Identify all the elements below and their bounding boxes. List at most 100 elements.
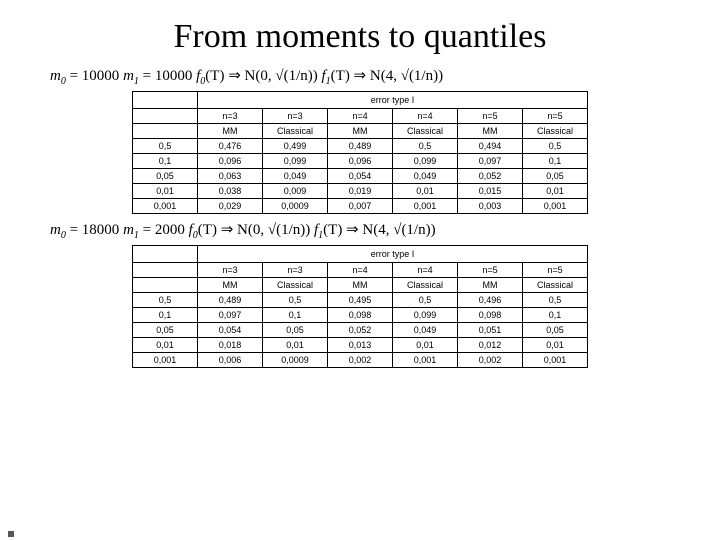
table-1-rh: 0,1 xyxy=(133,154,198,169)
table-cell: 0,029 xyxy=(198,199,263,214)
table-cell: 0,007 xyxy=(328,199,393,214)
table-cell: 0,1 xyxy=(523,308,588,323)
table-cell: 0,0009 xyxy=(263,353,328,368)
table-2-nh: n=5 xyxy=(458,263,523,278)
table-cell: 0,049 xyxy=(393,323,458,338)
table-cell: 0,001 xyxy=(523,353,588,368)
table-1: error type I n=3 n=3 n=4 n=4 n=5 n=5 MM … xyxy=(132,91,588,214)
table-1-mrow: MM Classical MM Classical MM Classical xyxy=(133,124,588,139)
table-2-nrow: n=3 n=3 n=4 n=4 n=5 n=5 xyxy=(133,263,588,278)
table-1-mh: Classical xyxy=(393,124,458,139)
table-cell: 0,063 xyxy=(198,169,263,184)
table-2-nh: n=4 xyxy=(328,263,393,278)
table-cell: 0,002 xyxy=(458,353,523,368)
eq2-f0arg: (T) ⇒ N(0, √(1/n)) xyxy=(198,222,314,238)
table-cell: 0,015 xyxy=(458,184,523,199)
table-1-rh: 0,01 xyxy=(133,184,198,199)
table-2-mh: MM xyxy=(458,278,523,293)
eq2-m0val: = 18000 xyxy=(66,222,123,238)
table-2-mh: MM xyxy=(328,278,393,293)
table-cell: 0,001 xyxy=(393,199,458,214)
eq2-f1arg: (T) ⇒ N(4, √(1/n)) xyxy=(323,222,435,238)
table-cell: 0,01 xyxy=(523,184,588,199)
table-row: 0,5 0,4890,50,4950,50,4960,5 xyxy=(133,293,588,308)
table-2-rh: 0,001 xyxy=(133,353,198,368)
table-cell: 0,489 xyxy=(198,293,263,308)
table-1-mh: MM xyxy=(198,124,263,139)
table-1-rh: 0,001 xyxy=(133,199,198,214)
table-1-nrow: n=3 n=3 n=4 n=4 n=5 n=5 xyxy=(133,109,588,124)
table-row: 0,001 0,0290,00090,0070,0010,0030,001 xyxy=(133,199,588,214)
table-1-mh: MM xyxy=(328,124,393,139)
table-row: 0,5 0,4760,4990,4890,50,4940,5 xyxy=(133,139,588,154)
table-2: error type I n=3 n=3 n=4 n=4 n=5 n=5 MM … xyxy=(132,245,588,368)
table-cell: 0,5 xyxy=(393,139,458,154)
table-cell: 0,096 xyxy=(328,154,393,169)
table-2-mrow: MM Classical MM Classical MM Classical xyxy=(133,278,588,293)
table-row: 0,1 0,0960,0990,0960,0990,0970,1 xyxy=(133,154,588,169)
eq1-m0val: = 10000 xyxy=(66,68,123,84)
eq1-f0arg: (T) ⇒ N(0, √(1/n)) xyxy=(205,68,321,84)
table-cell: 0,5 xyxy=(523,139,588,154)
slide: From moments to quantiles m0 = 10000 m1 … xyxy=(0,0,720,540)
table-cell: 0,01 xyxy=(393,184,458,199)
table-cell: 0,0009 xyxy=(263,199,328,214)
table-cell: 0,489 xyxy=(328,139,393,154)
table-cell: 0,038 xyxy=(198,184,263,199)
table-1-rh: 0,5 xyxy=(133,139,198,154)
table-cell: 0,012 xyxy=(458,338,523,353)
table-1-mh: Classical xyxy=(263,124,328,139)
table-cell: 0,01 xyxy=(523,338,588,353)
eq2-m0: m xyxy=(50,222,61,238)
table-cell: 0,1 xyxy=(523,154,588,169)
table-1-nh: n=4 xyxy=(328,109,393,124)
table-cell: 0,499 xyxy=(263,139,328,154)
table-cell: 0,099 xyxy=(393,308,458,323)
table-1-mh: Classical xyxy=(523,124,588,139)
table-cell: 0,05 xyxy=(523,323,588,338)
table-1-rh: 0,05 xyxy=(133,169,198,184)
table-row: 0,1 0,0970,10,0980,0990,0980,1 xyxy=(133,308,588,323)
table-1-nh: n=3 xyxy=(263,109,328,124)
table-cell: 0,099 xyxy=(263,154,328,169)
eq1-m1val: = 10000 xyxy=(139,68,196,84)
table-cell: 0,096 xyxy=(198,154,263,169)
table-cell: 0,054 xyxy=(198,323,263,338)
table-2-nh: n=4 xyxy=(393,263,458,278)
table-cell: 0,019 xyxy=(328,184,393,199)
table-row: 0,05 0,0630,0490,0540,0490,0520,05 xyxy=(133,169,588,184)
table-2-nh: n=3 xyxy=(198,263,263,278)
table-row: 0,01 0,0180,010,0130,010,0120,01 xyxy=(133,338,588,353)
table-2-corner xyxy=(133,246,198,263)
table-cell: 0,1 xyxy=(263,308,328,323)
slide-title: From moments to quantiles xyxy=(30,18,690,56)
table-cell: 0,097 xyxy=(458,154,523,169)
table-cell: 0,494 xyxy=(458,139,523,154)
table-1-nh: n=3 xyxy=(198,109,263,124)
table-cell: 0,052 xyxy=(458,169,523,184)
table-cell: 0,476 xyxy=(198,139,263,154)
table-cell: 0,003 xyxy=(458,199,523,214)
table-cell: 0,049 xyxy=(263,169,328,184)
table-cell: 0,051 xyxy=(458,323,523,338)
table-cell: 0,001 xyxy=(393,353,458,368)
table-cell: 0,05 xyxy=(523,169,588,184)
table-cell: 0,098 xyxy=(458,308,523,323)
table-cell: 0,495 xyxy=(328,293,393,308)
table-2-mh: Classical xyxy=(263,278,328,293)
table-cell: 0,013 xyxy=(328,338,393,353)
table-2-nh: n=3 xyxy=(263,263,328,278)
table-cell: 0,006 xyxy=(198,353,263,368)
table-1-caption: error type I xyxy=(198,92,588,109)
table-2-mh: MM xyxy=(198,278,263,293)
table-2-caption: error type I xyxy=(198,246,588,263)
table-cell: 0,052 xyxy=(328,323,393,338)
footer-square-icon xyxy=(8,531,14,537)
eq1-f1arg: (T) ⇒ N(4, √(1/n)) xyxy=(331,68,443,84)
table-cell: 0,099 xyxy=(393,154,458,169)
table-row: 0,001 0,0060,00090,0020,0010,0020,001 xyxy=(133,353,588,368)
table-cell: 0,098 xyxy=(328,308,393,323)
table-2-rh: 0,1 xyxy=(133,308,198,323)
table-row: 0,05 0,0540,050,0520,0490,0510,05 xyxy=(133,323,588,338)
table-row: 0,01 0,0380,0090,0190,010,0150,01 xyxy=(133,184,588,199)
